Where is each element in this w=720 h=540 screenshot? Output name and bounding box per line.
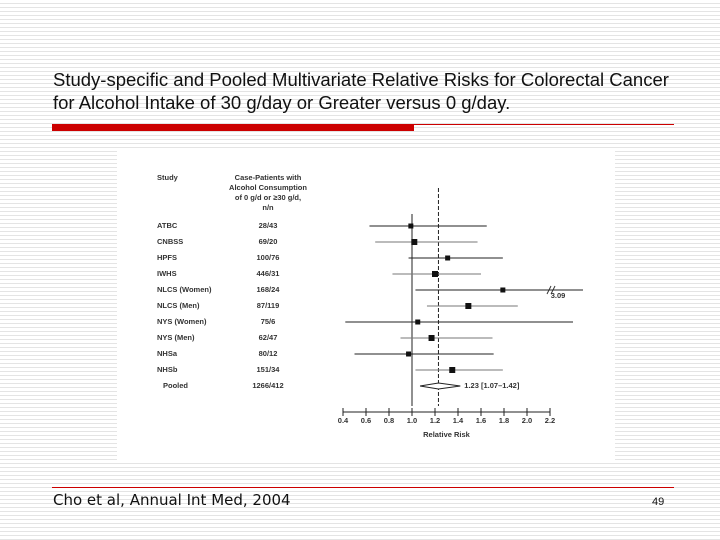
study-label: HPFS xyxy=(157,253,177,262)
study-label: NYS (Men) xyxy=(157,333,195,342)
study-label: NYS (Women) xyxy=(157,317,207,326)
x-axis-label: Relative Risk xyxy=(423,430,471,439)
x-tick-label: 0.8 xyxy=(384,416,394,425)
estimate-marker xyxy=(432,271,438,277)
count-label: 87/119 xyxy=(257,301,280,310)
pooled-diamond xyxy=(419,382,461,390)
estimate-marker xyxy=(411,239,418,245)
study-label: NLCS (Men) xyxy=(157,301,200,310)
estimate-marker xyxy=(408,223,414,229)
study-label: ATBC xyxy=(157,221,178,230)
estimate-marker xyxy=(445,255,451,261)
estimate-marker xyxy=(500,287,506,293)
x-tick-label: 1.4 xyxy=(453,416,464,425)
column-header: Alcohol Consumption xyxy=(229,183,307,192)
footer: Cho et al, Annual Int Med, 2004 xyxy=(53,491,291,509)
count-label: 62/47 xyxy=(259,333,278,342)
estimate-marker xyxy=(406,351,412,357)
count-label: 151/34 xyxy=(257,365,281,374)
column-header: n/n xyxy=(262,203,274,212)
study-label: CNBSS xyxy=(157,237,183,246)
x-tick-label: 1.2 xyxy=(430,416,440,425)
study-label: NHSa xyxy=(157,349,178,358)
study-label: IWHS xyxy=(157,269,177,278)
count-label: 168/24 xyxy=(257,285,281,294)
column-header: of 0 g/d or ≥30 g/d, xyxy=(235,193,301,202)
page-number: 49 xyxy=(652,496,665,508)
x-tick-label: 1.0 xyxy=(407,416,417,425)
x-tick-label: 0.6 xyxy=(361,416,371,425)
axis-break xyxy=(550,285,556,295)
count-label: 1266/412 xyxy=(252,381,283,390)
column-header: Case-Patients with xyxy=(235,173,302,182)
study-label: NLCS (Women) xyxy=(157,285,212,294)
estimate-marker xyxy=(428,335,435,341)
estimate-marker xyxy=(449,367,456,373)
x-tick-label: 2.0 xyxy=(522,416,532,425)
footer-rule xyxy=(52,487,674,488)
study-label: NHSb xyxy=(157,365,178,374)
axis-break xyxy=(546,285,552,295)
count-label: 69/20 xyxy=(259,237,278,246)
count-label: 28/43 xyxy=(259,221,278,230)
count-label: 80/12 xyxy=(259,349,278,358)
x-tick-label: 0.4 xyxy=(338,416,349,425)
estimate-marker xyxy=(415,319,421,325)
upper-label: 3.09 xyxy=(551,291,566,300)
study-label: Pooled xyxy=(163,381,188,390)
column-header: Study xyxy=(157,173,179,182)
count-label: 100/76 xyxy=(257,253,280,262)
estimate-marker xyxy=(465,303,472,309)
x-tick-label: 1.8 xyxy=(499,416,509,425)
count-label: 75/6 xyxy=(261,317,276,326)
title-bar xyxy=(52,124,414,131)
slide-title: Study-specific and Pooled Multivariate R… xyxy=(53,69,669,113)
x-tick-label: 1.6 xyxy=(476,416,486,425)
count-label: 446/31 xyxy=(257,269,280,278)
x-tick-label: 2.2 xyxy=(545,416,555,425)
pooled-label: 1.23 [1.07–1.42] xyxy=(464,381,520,390)
